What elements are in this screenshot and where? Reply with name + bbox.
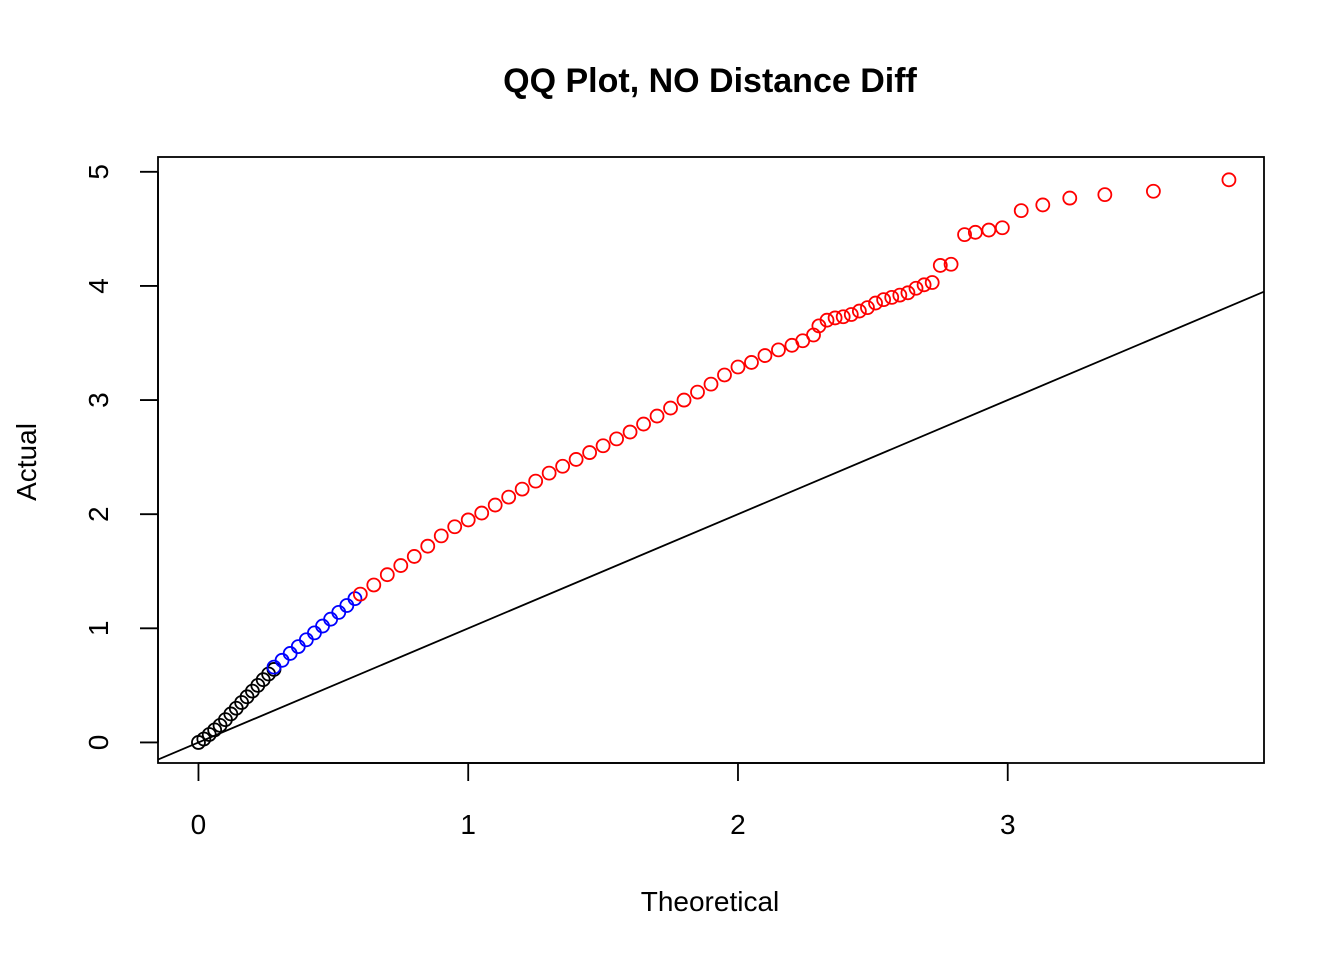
data-point	[460, 512, 476, 528]
data-point	[1146, 183, 1161, 199]
data-point	[843, 307, 859, 322]
y-tick-label: 4	[83, 278, 114, 294]
y-tick-label: 0	[83, 735, 114, 751]
data-point	[282, 646, 298, 661]
data-point	[555, 458, 571, 474]
data-point	[406, 549, 422, 564]
data-point	[420, 538, 436, 554]
x-tick-label: 0	[191, 809, 207, 840]
y-axis: 0 1 2 3 4 5	[83, 164, 159, 751]
data-point	[501, 489, 517, 505]
data-point	[1221, 172, 1237, 188]
x-axis: 0 1 2 3	[191, 762, 1016, 840]
data-point	[916, 277, 932, 293]
data-point	[582, 445, 598, 460]
data-point	[290, 639, 306, 654]
data-point	[274, 652, 290, 668]
y-tick-label: 1	[83, 621, 114, 637]
data-point	[690, 384, 705, 400]
data-point	[331, 604, 347, 620]
data-point	[835, 309, 851, 325]
data-point	[352, 586, 368, 602]
data-point	[868, 295, 883, 311]
plot-frame	[157, 156, 1265, 764]
reference-line-group	[158, 290, 1264, 761]
data-point	[851, 303, 867, 319]
y-tick-label: 5	[83, 164, 114, 180]
data-point	[981, 222, 997, 238]
data-point	[771, 342, 786, 358]
data-point	[730, 359, 746, 375]
data-point	[1062, 190, 1078, 206]
data-point	[757, 348, 773, 363]
data-point	[1097, 187, 1113, 203]
data-point	[622, 424, 638, 440]
reference-line	[158, 290, 1264, 761]
data-point	[366, 577, 382, 593]
data-point	[433, 528, 449, 544]
data-point	[1035, 197, 1051, 213]
chart-title: QQ Plot, NO Distance Diff	[503, 62, 917, 100]
data-point	[514, 481, 530, 497]
data-point	[474, 505, 490, 521]
x-axis-label: Theoretical	[641, 886, 780, 917]
y-tick-label: 2	[83, 506, 114, 522]
data-point	[339, 598, 355, 613]
data-point	[827, 310, 843, 326]
data-point	[892, 287, 908, 303]
data-point	[1013, 203, 1029, 219]
data-point	[393, 558, 409, 573]
data-point	[876, 292, 892, 308]
data-point	[900, 285, 916, 301]
data-point	[860, 300, 875, 316]
data-point	[447, 519, 463, 535]
data-point	[307, 625, 322, 641]
data-point	[315, 618, 330, 634]
data-point	[943, 256, 959, 272]
data-point	[541, 465, 557, 481]
data-point	[663, 400, 678, 416]
data-point	[636, 416, 651, 432]
data-point	[819, 312, 835, 328]
data-point	[884, 289, 900, 305]
y-tick-label: 3	[83, 392, 114, 408]
data-point	[717, 367, 732, 383]
x-tick-label: 1	[460, 809, 476, 840]
x-tick-label: 2	[730, 809, 746, 840]
data-point	[744, 355, 759, 370]
data-point	[487, 497, 503, 513]
data-point	[932, 258, 948, 273]
data-point	[609, 431, 624, 447]
data-point	[994, 220, 1010, 236]
data-point	[703, 376, 719, 392]
data-point	[379, 567, 395, 583]
data-point	[568, 452, 584, 467]
data-point	[957, 227, 972, 243]
y-axis-label: Actual	[11, 423, 42, 501]
data-point	[595, 438, 611, 454]
data-point	[528, 473, 544, 489]
data-point	[676, 392, 692, 408]
x-tick-label: 3	[1000, 809, 1016, 840]
data-point	[924, 275, 940, 290]
data-point	[298, 632, 314, 648]
data-point	[908, 280, 924, 296]
data-point	[323, 611, 339, 627]
data-point	[649, 408, 665, 424]
data-points	[191, 172, 1237, 750]
